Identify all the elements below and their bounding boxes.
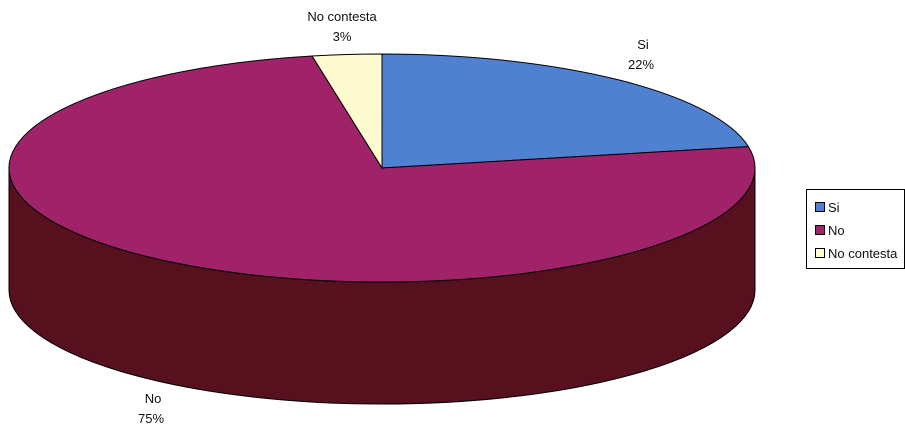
legend-item-no-contesta: No contesta	[815, 244, 897, 262]
legend-swatch-no	[815, 225, 825, 235]
pie-slice-no	[8, 55, 756, 283]
pie-slice-no-contesta	[311, 53, 383, 170]
legend-label-no: No	[828, 222, 845, 238]
slice-label-no-contesta-percent: 3%	[333, 29, 352, 44]
legend-swatch-no-contesta	[815, 248, 825, 258]
legend-item-si: Si	[815, 198, 840, 216]
slice-label-no-percent: 75%	[138, 411, 164, 426]
legend-label-no-contesta: No contesta	[828, 245, 898, 261]
pie-labels-layer: No contesta 3% Si 22% No 75%	[138, 9, 654, 426]
legend-swatch-si	[815, 202, 825, 212]
slice-label-no-contesta-name: No contesta	[307, 9, 377, 24]
slice-label-si-percent: 22%	[628, 57, 654, 72]
pie-top-layer	[8, 53, 756, 283]
pie-slice-si	[381, 53, 750, 169]
slice-label-si-name: Si	[637, 37, 649, 52]
chart-legend: Si No No contesta	[806, 189, 905, 269]
slice-label-no-name: No	[145, 391, 162, 406]
legend-label-si: Si	[828, 199, 840, 215]
legend-item-no: No	[815, 221, 845, 239]
